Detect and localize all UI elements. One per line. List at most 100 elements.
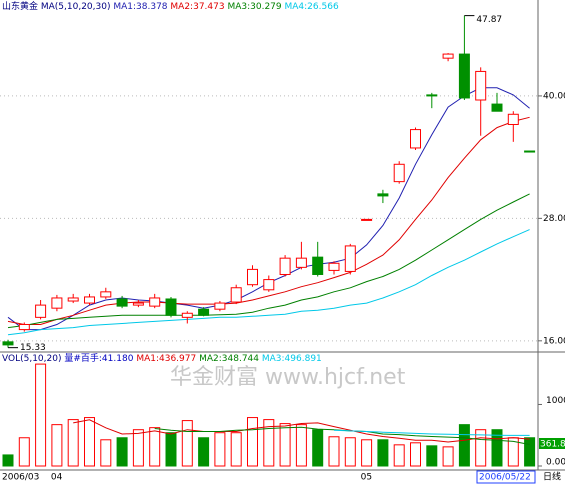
header-title: VOL(5,10,20) xyxy=(2,354,61,364)
y-tick-label: 1000 xyxy=(546,396,565,406)
candle-body xyxy=(149,297,161,307)
volume-bar xyxy=(393,444,405,467)
candle-body xyxy=(230,287,242,303)
candle-body xyxy=(116,298,128,307)
volume-bar xyxy=(295,424,307,467)
cursor-value-box xyxy=(539,438,565,449)
volume-bar xyxy=(344,437,356,467)
legend-entry: MA4:26.566 xyxy=(285,2,339,12)
candle-body xyxy=(344,245,356,272)
candle-body xyxy=(165,298,177,316)
y-tick-label: 28.00 xyxy=(543,214,565,224)
volume-bar xyxy=(458,424,470,467)
candle-body xyxy=(132,302,144,306)
legend-entry: MA1:436.977 xyxy=(136,354,196,364)
ma-line xyxy=(7,229,530,336)
candle-body xyxy=(393,163,405,183)
x-tick-label: 2006/03 xyxy=(2,473,39,483)
candle-body xyxy=(67,297,79,302)
volume-bar xyxy=(230,432,242,467)
volume-bar xyxy=(247,417,258,467)
cursor-date: 2006/05/22 xyxy=(479,473,531,483)
header-title: 山东黄金 MA(5,10,20,30) xyxy=(2,0,110,12)
x-tick-label: 05 xyxy=(361,473,372,483)
volume-bar xyxy=(279,423,291,467)
candle-body xyxy=(84,296,95,304)
volume-bar xyxy=(442,446,454,467)
volume-bar xyxy=(312,429,324,467)
legend-entry: MA3:30.279 xyxy=(227,2,281,12)
volume-bar xyxy=(475,429,487,467)
volume-bar xyxy=(181,420,193,467)
candle-body xyxy=(312,256,324,275)
ma-line xyxy=(73,419,530,443)
candle-body xyxy=(426,94,438,97)
header: 山东黄金 MA(5,10,20,30) MA1:38.378 MA2:37.47… xyxy=(2,0,339,12)
x-tick-label: 04 xyxy=(51,473,63,483)
volume-bar xyxy=(214,432,226,467)
ma-line xyxy=(7,116,530,325)
volume-bar xyxy=(198,437,210,467)
legend-entry: MA2:348.744 xyxy=(199,354,259,364)
legend-entry: MA3:496.891 xyxy=(262,354,322,364)
volume-bar xyxy=(377,439,389,467)
volume-bar xyxy=(132,429,144,467)
low-label: 15.33 xyxy=(20,343,46,353)
header-subtitle: 量#百手:41.180 xyxy=(64,352,133,364)
cursor-date-box xyxy=(476,470,536,484)
header: VOL(5,10,20) 量#百手:41.180 MA1:436.977 MA2… xyxy=(2,352,322,364)
watermark: 华金财富 www.hjcf.net xyxy=(170,365,406,390)
candle-body xyxy=(2,341,14,346)
candle-body xyxy=(328,262,340,271)
volume-bar xyxy=(2,454,14,467)
candle-body xyxy=(35,304,47,318)
period-label: 日线 xyxy=(543,471,561,483)
legend-entry: MA2:37.473 xyxy=(170,2,224,12)
candle-body xyxy=(410,129,421,149)
legend-entry: MA1:38.378 xyxy=(113,2,167,12)
candle-body xyxy=(458,53,470,99)
candle-body xyxy=(51,297,63,309)
candle-body xyxy=(181,312,193,318)
volume-bar xyxy=(18,437,30,467)
volume-bar xyxy=(51,424,63,467)
candle-body xyxy=(100,291,112,298)
ma-line xyxy=(333,429,530,436)
candle-body xyxy=(491,103,503,112)
volume-bar xyxy=(491,429,503,467)
candle-body xyxy=(295,257,307,268)
candle-body xyxy=(263,279,275,291)
candle-body xyxy=(247,268,258,286)
volume-bar xyxy=(165,432,177,467)
candle-body xyxy=(18,323,30,331)
volume-bar xyxy=(149,427,161,467)
candle-body xyxy=(524,150,536,153)
candle-body xyxy=(361,218,373,221)
candle-body xyxy=(279,257,291,275)
cursor-value: 361.88 xyxy=(540,440,565,450)
candle-body xyxy=(377,193,389,197)
candle-body xyxy=(507,113,519,125)
volume-bar xyxy=(524,437,536,467)
volume-bar xyxy=(410,442,421,467)
volume-bar xyxy=(263,419,275,467)
volume-bar xyxy=(84,417,95,467)
ma-line xyxy=(7,193,530,329)
candle-body xyxy=(475,70,487,101)
y-tick-label: 0.00 xyxy=(546,458,565,468)
volume-bar xyxy=(67,419,79,467)
candle-body xyxy=(198,308,210,316)
high-label: 47.87 xyxy=(476,15,502,25)
volume-bar xyxy=(328,436,340,467)
volume-bar xyxy=(426,445,438,467)
volume-bar xyxy=(100,439,112,467)
candle-body xyxy=(214,302,226,310)
y-tick-label: 16.00 xyxy=(543,336,565,346)
volume-bar xyxy=(361,439,373,467)
volume-bar xyxy=(35,363,47,467)
y-tick-label: 40.00 xyxy=(543,91,565,101)
volume-bar xyxy=(116,437,128,467)
